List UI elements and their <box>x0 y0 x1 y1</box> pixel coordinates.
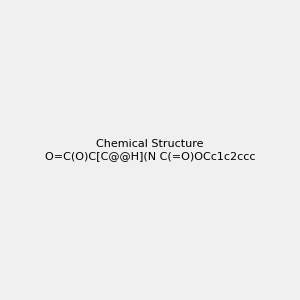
Text: Chemical Structure
O=C(O)C[C@@H](N C(=O)OCc1c2ccc: Chemical Structure O=C(O)C[C@@H](N C(=O)… <box>45 139 255 161</box>
